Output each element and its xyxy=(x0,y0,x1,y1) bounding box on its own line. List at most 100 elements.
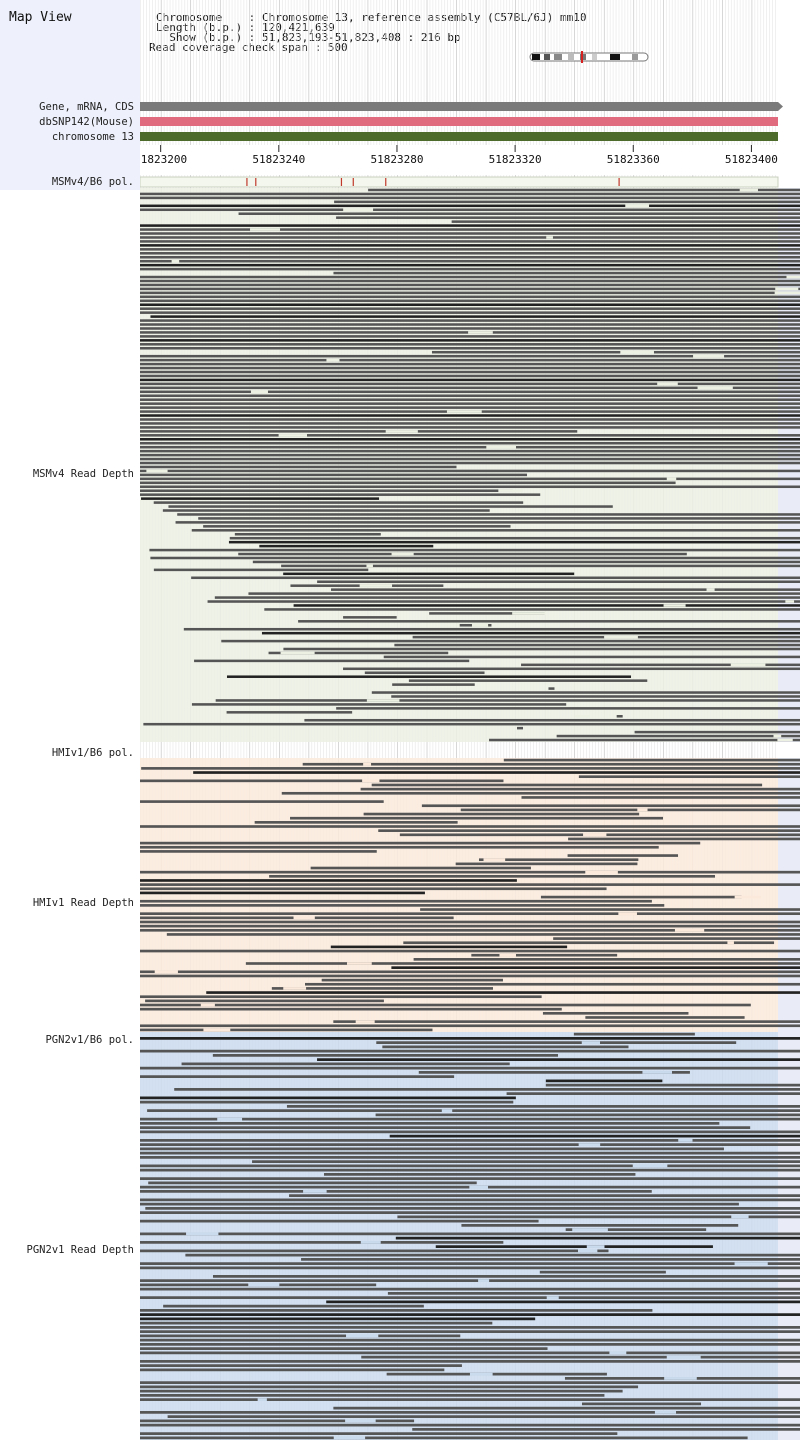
read-bar[interactable] xyxy=(140,339,800,342)
read-bar[interactable] xyxy=(478,858,639,862)
read-bar[interactable] xyxy=(140,469,800,473)
read-bar[interactable] xyxy=(140,1202,739,1206)
read-bar[interactable] xyxy=(140,481,676,485)
read-bar[interactable] xyxy=(140,208,800,212)
read-bar[interactable] xyxy=(183,627,800,631)
read-bar[interactable] xyxy=(140,1211,800,1214)
read-bar[interactable] xyxy=(264,608,800,611)
read-bar[interactable] xyxy=(140,800,384,803)
read-bar[interactable] xyxy=(545,1079,663,1083)
read-bar[interactable] xyxy=(140,1049,800,1053)
chromosome-bar[interactable] xyxy=(140,132,778,141)
read-bar[interactable] xyxy=(140,394,800,398)
read-bar[interactable] xyxy=(140,327,800,330)
dbsnp-track-bar[interactable] xyxy=(140,117,778,126)
read-bar[interactable] xyxy=(140,1351,800,1355)
read-bar[interactable] xyxy=(286,1105,800,1108)
read-bar[interactable] xyxy=(226,675,632,678)
read-bar[interactable] xyxy=(140,346,800,350)
read-bar[interactable] xyxy=(140,204,800,208)
read-bar[interactable] xyxy=(489,738,800,742)
read-bar[interactable] xyxy=(140,1143,800,1146)
read-bar[interactable] xyxy=(389,1134,800,1138)
read-bar[interactable] xyxy=(371,783,763,787)
read-bar[interactable] xyxy=(140,441,800,445)
read-bar[interactable] xyxy=(228,540,800,544)
read-bar[interactable] xyxy=(214,596,800,599)
read-bar[interactable] xyxy=(140,1266,800,1270)
read-bar[interactable] xyxy=(371,691,800,694)
read-bar[interactable] xyxy=(140,1368,445,1372)
read-bar[interactable] xyxy=(140,1130,800,1134)
read-bar[interactable] xyxy=(539,1270,666,1274)
read-bar[interactable] xyxy=(394,643,800,647)
read-bar[interactable] xyxy=(140,343,800,346)
read-bar[interactable] xyxy=(140,904,665,907)
read-bar[interactable] xyxy=(140,899,652,903)
read-bar[interactable] xyxy=(140,1241,504,1244)
read-bar[interactable] xyxy=(226,711,353,714)
read-bar[interactable] xyxy=(431,350,800,354)
read-bar[interactable] xyxy=(140,489,513,492)
read-bar[interactable] xyxy=(336,216,800,219)
read-bar[interactable] xyxy=(177,513,800,516)
read-bar[interactable] xyxy=(140,323,800,326)
read-bar[interactable] xyxy=(140,1279,800,1282)
read-bar[interactable] xyxy=(140,370,800,374)
read-bar[interactable] xyxy=(140,244,800,247)
read-bar[interactable] xyxy=(616,715,623,718)
read-bar[interactable] xyxy=(141,497,380,500)
read-bar[interactable] xyxy=(140,414,800,417)
read-bar[interactable] xyxy=(140,248,800,251)
read-bar[interactable] xyxy=(234,532,381,536)
read-bar[interactable] xyxy=(140,445,800,449)
read-bar[interactable] xyxy=(140,1334,461,1338)
read-bar[interactable] xyxy=(567,854,679,857)
read-bar[interactable] xyxy=(185,1253,800,1257)
read-bar[interactable] xyxy=(573,1032,695,1036)
read-bar[interactable] xyxy=(140,920,800,924)
read-bar[interactable] xyxy=(336,707,800,710)
read-bar[interactable] xyxy=(268,651,449,655)
read-bar[interactable] xyxy=(140,1262,800,1265)
read-bar[interactable] xyxy=(140,1117,800,1121)
read-bar[interactable] xyxy=(140,924,800,928)
read-bar[interactable] xyxy=(140,1398,800,1401)
read-bar[interactable] xyxy=(140,279,800,283)
read-bar[interactable] xyxy=(140,192,800,196)
read-bar[interactable] xyxy=(140,259,800,263)
read-bar[interactable] xyxy=(376,1041,737,1044)
read-bar[interactable] xyxy=(140,1096,516,1100)
read-bar[interactable] xyxy=(140,422,800,425)
read-bar[interactable] xyxy=(408,679,648,682)
read-bar[interactable] xyxy=(140,879,517,882)
read-bar[interactable] xyxy=(140,1287,800,1291)
read-bar[interactable] xyxy=(140,386,800,390)
read-bar[interactable] xyxy=(140,928,800,932)
read-bar[interactable] xyxy=(140,228,800,231)
read-bar[interactable] xyxy=(150,315,800,318)
read-bar[interactable] xyxy=(321,978,503,982)
read-bar[interactable] xyxy=(375,1113,800,1117)
read-bar[interactable] xyxy=(140,430,578,433)
read-bar[interactable] xyxy=(140,307,800,310)
read-bar[interactable] xyxy=(140,1326,800,1329)
read-bar[interactable] xyxy=(412,1428,800,1431)
read-bar[interactable] xyxy=(140,453,800,457)
read-bar[interactable] xyxy=(140,255,800,259)
read-bar[interactable] xyxy=(140,473,527,477)
read-bar[interactable] xyxy=(521,663,800,667)
read-bar[interactable] xyxy=(140,358,800,362)
read-bar[interactable] xyxy=(252,560,800,564)
read-bar[interactable] xyxy=(140,1100,514,1104)
read-bar[interactable] xyxy=(585,1016,745,1019)
read-bar[interactable] xyxy=(140,477,800,481)
read-bar[interactable] xyxy=(140,1219,539,1223)
read-bar[interactable] xyxy=(140,970,800,974)
read-bar[interactable] xyxy=(229,536,800,540)
read-bar[interactable] xyxy=(363,812,640,816)
read-bar[interactable] xyxy=(368,188,800,192)
read-bar[interactable] xyxy=(193,771,800,774)
read-bar[interactable] xyxy=(451,220,800,223)
read-bar[interactable] xyxy=(324,1173,636,1176)
